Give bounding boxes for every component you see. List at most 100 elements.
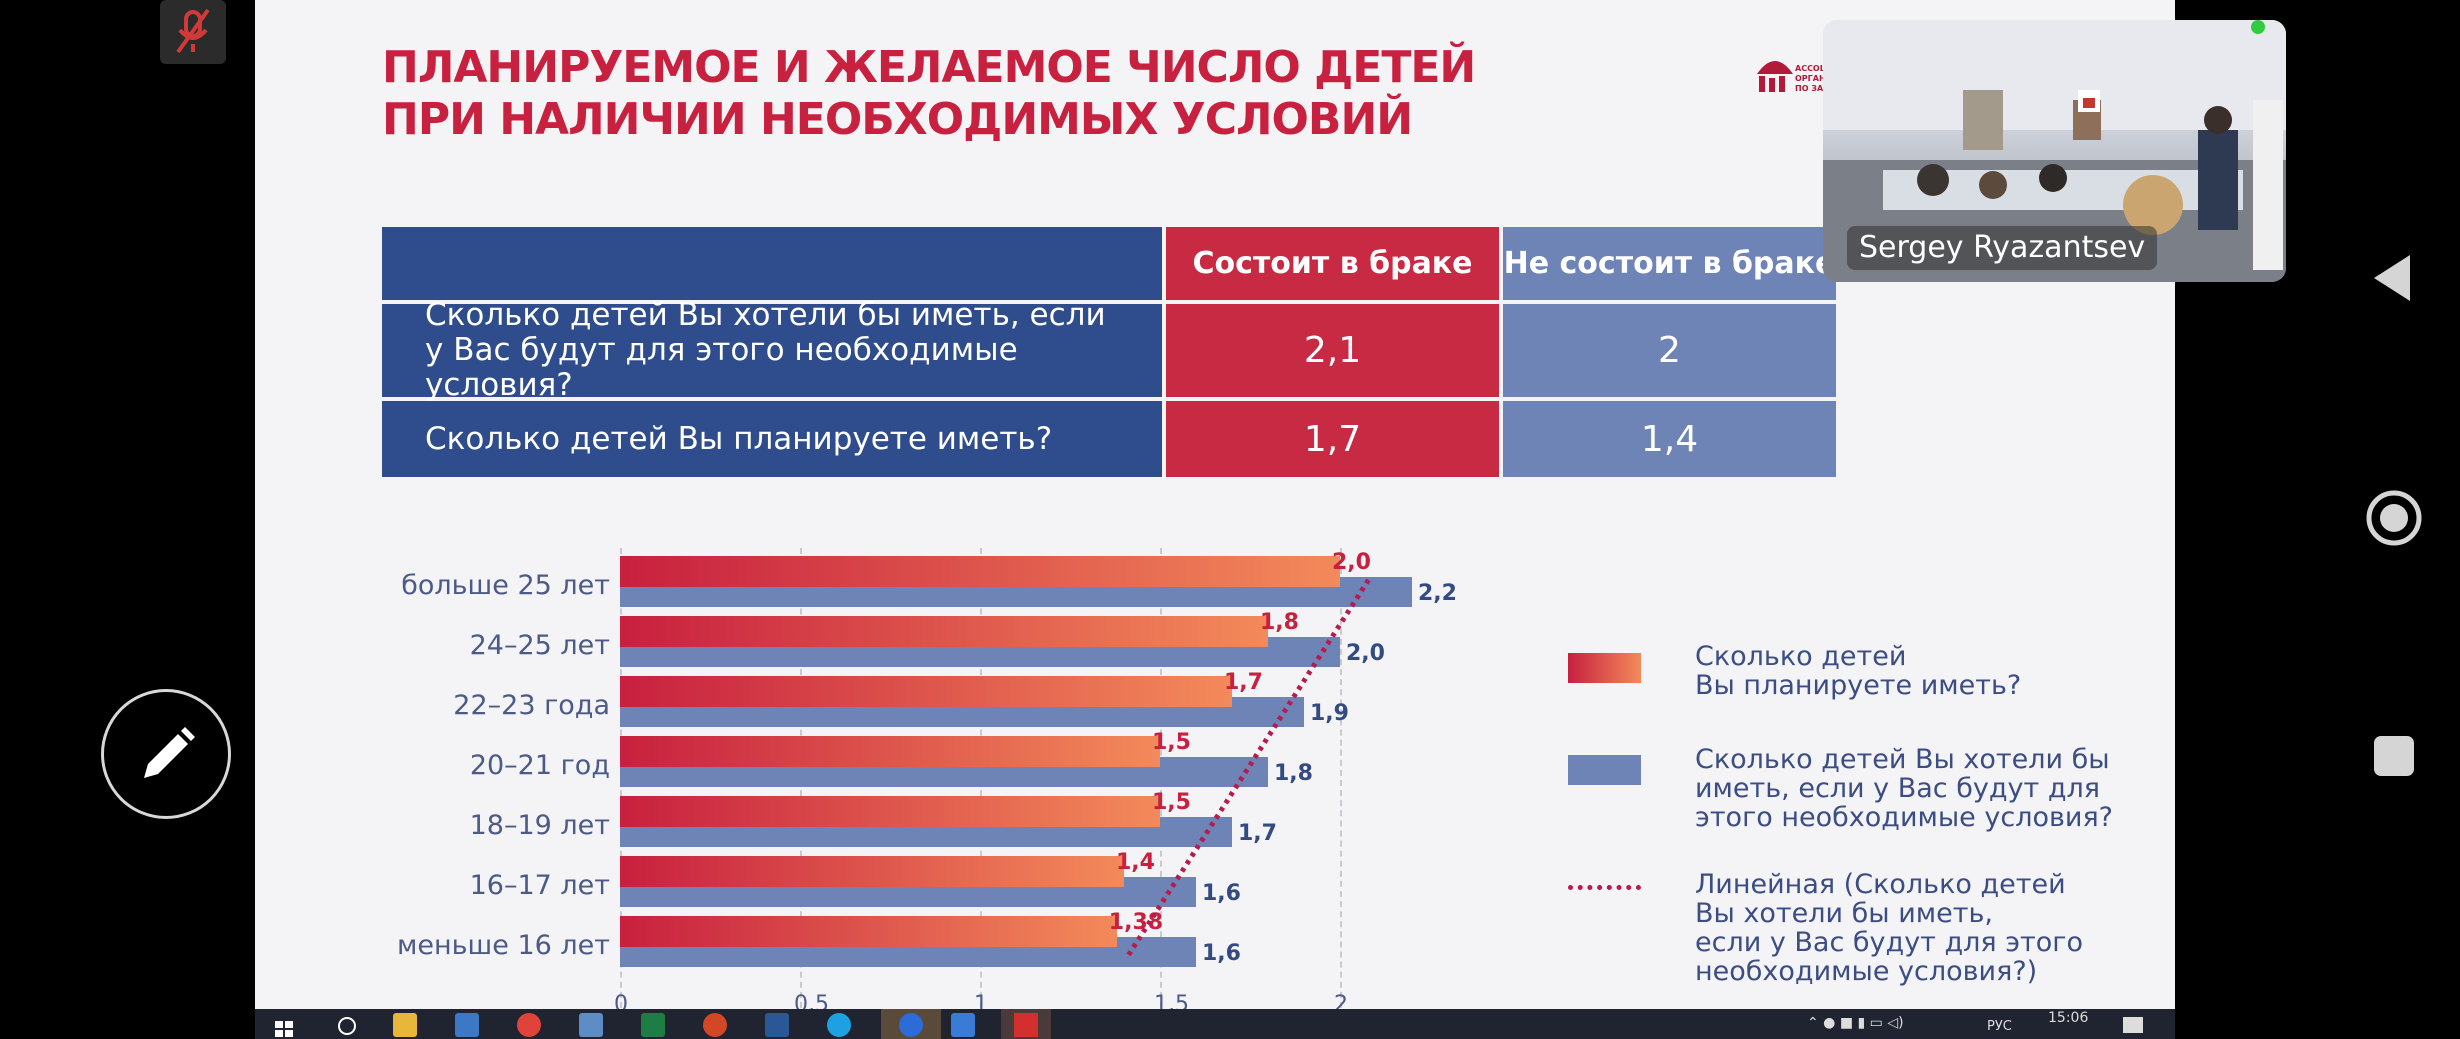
chrome-icon[interactable]	[517, 1013, 541, 1037]
skype-icon[interactable]	[827, 1013, 851, 1037]
data-label-desired: 1,9	[1310, 701, 1349, 726]
recents-nav-icon[interactable]	[2373, 735, 2415, 777]
gridline	[1340, 548, 1342, 1008]
table-header-married: Состоит в браке	[1166, 227, 1499, 300]
app-icon[interactable]	[579, 1013, 603, 1037]
table-row-question: Сколько детей Вы планируете иметь?	[382, 401, 1162, 477]
bar-planned	[620, 796, 1160, 827]
clock[interactable]: 15:06	[2048, 1010, 2089, 1026]
x-tick-label: 1,5	[1154, 992, 1189, 1009]
active-app-highlight[interactable]	[1001, 1009, 1051, 1039]
active-indicator	[2251, 20, 2265, 34]
bar-planned	[620, 736, 1160, 767]
category-label: 16–17 лет	[469, 870, 610, 901]
participant-name-tag: Sergey Ryazantsev	[1847, 226, 2158, 270]
table-cell-married: 1,7	[1166, 401, 1499, 477]
pencil-icon	[144, 727, 195, 778]
category-label: 20–21 год	[469, 750, 610, 781]
table-cell-married: 2,1	[1166, 304, 1499, 397]
participant-video[interactable]: Sergey Ryazantsev	[1823, 20, 2286, 282]
outlook-icon[interactable]	[455, 1013, 479, 1037]
category-label: больше 25 лет	[401, 570, 610, 601]
legend-swatch-trendline	[1568, 885, 1641, 890]
data-label-planned: 1,8	[1260, 610, 1299, 635]
category-label: 18–19 лет	[469, 810, 610, 841]
back-nav-icon[interactable]	[2370, 253, 2414, 303]
bar-chart: 0 0,5 1 1,5 2 больше 25 лет 2,0 2,2 24–25 лет 1,8…	[255, 0, 2175, 1009]
legend-line: Сколько детей	[1695, 641, 1907, 672]
legend-line: Сколько детей Вы хотели бы	[1695, 744, 2110, 775]
home-nav-icon[interactable]	[2365, 489, 2423, 547]
table-header-not-married: Не состоит в браке	[1503, 227, 1836, 300]
legend-swatch-planned	[1568, 653, 1641, 683]
windows-taskbar: ⌃ ● ■ ▮ ▭ ◁) РУС 15:06	[255, 1009, 2175, 1039]
powerpoint-icon[interactable]	[703, 1013, 727, 1037]
legend-line: Линейная (Сколько детей	[1695, 869, 2066, 900]
logo-text-1: АССОЦ	[1795, 64, 1828, 73]
slide-title-line2: ПРИ НАЛИЧИИ НЕОБХОДИМЫХ УСЛОВИЙ	[382, 94, 1413, 145]
category-label: меньше 16 лет	[397, 930, 610, 961]
category-label: 22–23 года	[453, 690, 610, 721]
data-label-planned: 1,5	[1152, 790, 1191, 815]
organization-logo: АССОЦ ОРГАН ПО ЗАЩ	[1755, 50, 1835, 100]
logo-text-2: ОРГАН	[1795, 74, 1826, 83]
pdf-reader-icon	[1014, 1013, 1038, 1037]
trendline	[1125, 578, 1371, 958]
bar-planned	[620, 556, 1340, 587]
windows-start-icon[interactable]	[272, 1013, 296, 1037]
data-label-planned: 1,4	[1116, 850, 1155, 875]
annotate-button[interactable]	[101, 689, 231, 819]
legend-label-planned: Сколько детей Вы планируете иметь?	[1695, 642, 2021, 700]
language-indicator[interactable]: РУС	[1987, 1019, 2012, 1034]
zoom-icon	[899, 1013, 923, 1037]
legend-swatch-desired	[1568, 755, 1641, 785]
word-icon[interactable]	[765, 1013, 789, 1037]
data-label-desired: 2,0	[1346, 641, 1385, 666]
excel-icon[interactable]	[641, 1013, 665, 1037]
legend-line: Вы планируете иметь?	[1695, 670, 2022, 701]
slide-title-line1: ПЛАНИРУЕМОЕ И ЖЕЛАЕМОЕ ЧИСЛО ДЕТЕЙ	[382, 42, 1476, 93]
x-tick-label: 0	[614, 992, 628, 1009]
search-icon[interactable]	[335, 1013, 359, 1037]
legend-line: этого необходимые условия?	[1695, 802, 2114, 833]
legend-line: Вы хотели бы иметь,	[1695, 898, 1993, 929]
legend-line: необходимые условия?)	[1695, 956, 2038, 987]
data-label-planned: 1,7	[1224, 670, 1263, 695]
question-line2: у Вас будут для этого необходимые услови…	[425, 332, 1018, 403]
muted-mic-button[interactable]	[160, 0, 226, 64]
data-label-desired: 1,8	[1274, 761, 1313, 786]
file-explorer-icon[interactable]	[393, 1013, 417, 1037]
legend-line: иметь, если у Вас будут для	[1695, 773, 2100, 804]
bar-planned	[620, 916, 1117, 947]
table-row-question: Сколько детей Вы хотели бы иметь, если у…	[382, 298, 1162, 403]
data-label-desired: 2,2	[1418, 581, 1457, 606]
bar-planned	[620, 616, 1268, 647]
question-line1: Сколько детей Вы хотели бы иметь, если	[425, 297, 1106, 333]
data-label-desired: 1,6	[1202, 881, 1241, 906]
active-app-highlight[interactable]	[881, 1009, 941, 1039]
table-cell-not-married: 1,4	[1503, 401, 1836, 477]
table-cell-not-married: 2	[1503, 304, 1836, 397]
umbrella-logo-icon	[1757, 61, 1793, 92]
data-label-planned: 1,5	[1152, 730, 1191, 755]
legend-label-trendline: Линейная (Сколько детей Вы хотели бы име…	[1695, 870, 2083, 986]
logo-text-3: ПО ЗАЩ	[1795, 84, 1834, 93]
bar-planned	[620, 676, 1232, 707]
x-tick-label: 2	[1334, 992, 1348, 1009]
data-label-desired: 1,6	[1202, 941, 1241, 966]
bar-planned	[620, 856, 1124, 887]
data-label-planned: 2,0	[1332, 550, 1371, 575]
legend-label-desired: Сколько детей Вы хотели бы иметь, если у…	[1695, 745, 2113, 832]
x-tick-label: 1	[974, 992, 988, 1009]
app-icon[interactable]	[951, 1013, 975, 1037]
tray-icons[interactable]: ⌃ ● ■ ▮ ▭ ◁)	[1807, 1015, 1904, 1031]
data-label-desired: 1,7	[1238, 821, 1277, 846]
notifications-icon[interactable]	[2123, 1017, 2143, 1033]
x-tick-label: 0,5	[794, 992, 829, 1009]
legend-line: если у Вас будут для этого	[1695, 927, 2084, 958]
trendline-path	[1125, 578, 1371, 958]
table-header-empty	[382, 227, 1162, 300]
muted-mic-icon	[176, 8, 210, 54]
category-label: 24–25 лет	[469, 630, 610, 661]
